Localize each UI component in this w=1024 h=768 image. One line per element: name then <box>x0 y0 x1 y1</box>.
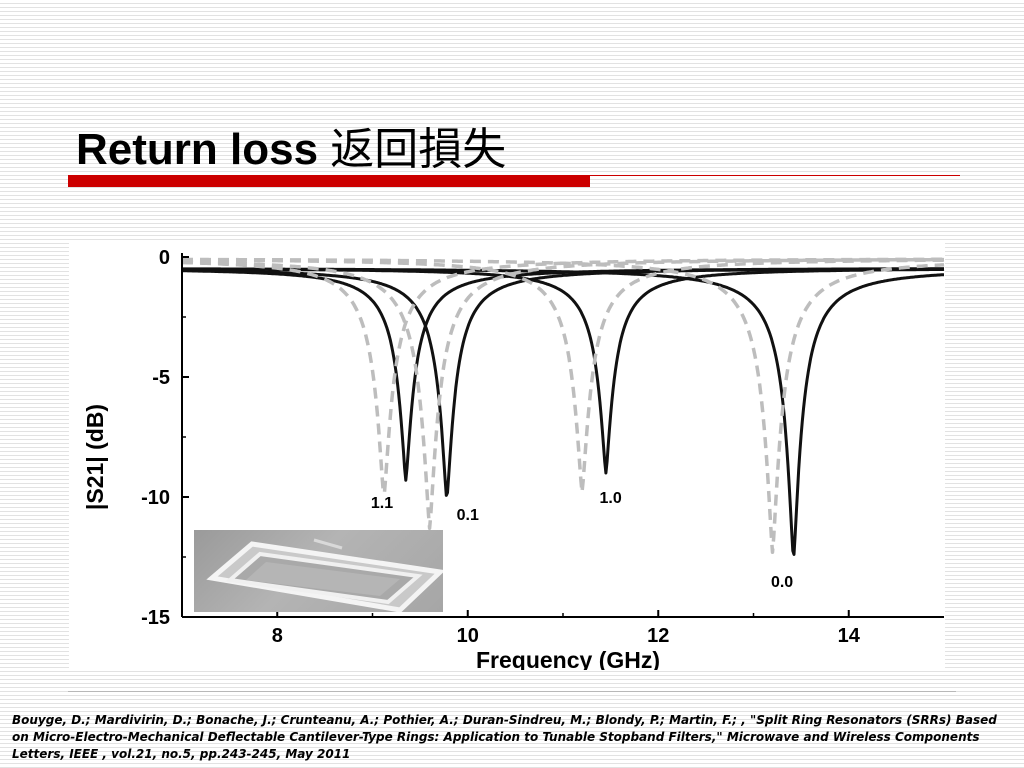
series-line-dashed-5 <box>181 257 945 530</box>
series-line-dashed-4 <box>181 257 945 496</box>
series-line-solid-0 <box>181 267 945 482</box>
y-tick-label: -5 <box>152 367 170 389</box>
series-line-dashed-6 <box>181 258 945 494</box>
curve-label: 1.0 <box>600 490 622 507</box>
footer-divider <box>68 691 956 692</box>
title-english: Return loss <box>76 125 319 174</box>
series-line-solid-3 <box>181 267 945 556</box>
title-underline-red <box>68 175 590 187</box>
citation-text: Bouyge, D.; Mardivirin, D.; Bonache, J.;… <box>12 713 997 761</box>
series-line-solid-1 <box>181 267 945 497</box>
y-tick-label: 0 <box>159 247 170 269</box>
title-underline-thin <box>590 175 960 176</box>
x-tick-label: 8 <box>272 625 283 647</box>
s21-figure: 0 -5 -10 -15 8 10 12 14 Frequency (GHz) |S21| (dB… <box>69 242 945 670</box>
x-tick-label: 12 <box>647 625 669 647</box>
series-line-solid-2 <box>181 267 945 475</box>
s21-chart: 0 -5 -10 -15 8 10 12 14 Frequency (GHz) |S21| (dB… <box>82 247 945 670</box>
slide-title: Return loss 返回損失 <box>76 113 506 177</box>
y-axis-label: |S21| (dB) <box>82 404 108 510</box>
x-tick-label: 14 <box>838 625 861 647</box>
curve-label: 0.1 <box>457 507 479 524</box>
x-tick-label: 10 <box>457 625 479 647</box>
title-chinese: 返回損失 <box>330 124 507 175</box>
y-tick-label: -15 <box>141 607 170 629</box>
x-axis-label: Frequency (GHz) <box>476 647 660 670</box>
series-line-dashed-7 <box>181 257 945 554</box>
srr-micrograph-inset <box>194 530 443 612</box>
curve-label: 0.0 <box>771 574 793 591</box>
y-tick-label: -10 <box>141 487 170 509</box>
srr-micrograph-icon <box>206 538 443 612</box>
curve-label: 1.1 <box>371 495 393 512</box>
